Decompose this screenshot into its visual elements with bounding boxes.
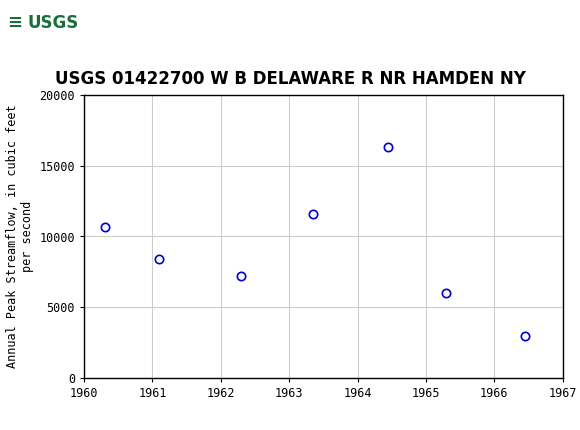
Text: USGS 01422700 W B DELAWARE R NR HAMDEN NY: USGS 01422700 W B DELAWARE R NR HAMDEN N… [55,70,525,88]
FancyBboxPatch shape [5,3,71,42]
Y-axis label: Annual Peak Streamflow, in cubic feet
per second: Annual Peak Streamflow, in cubic feet pe… [6,104,34,369]
Text: ≡: ≡ [8,14,23,31]
Text: USGS: USGS [28,14,79,31]
